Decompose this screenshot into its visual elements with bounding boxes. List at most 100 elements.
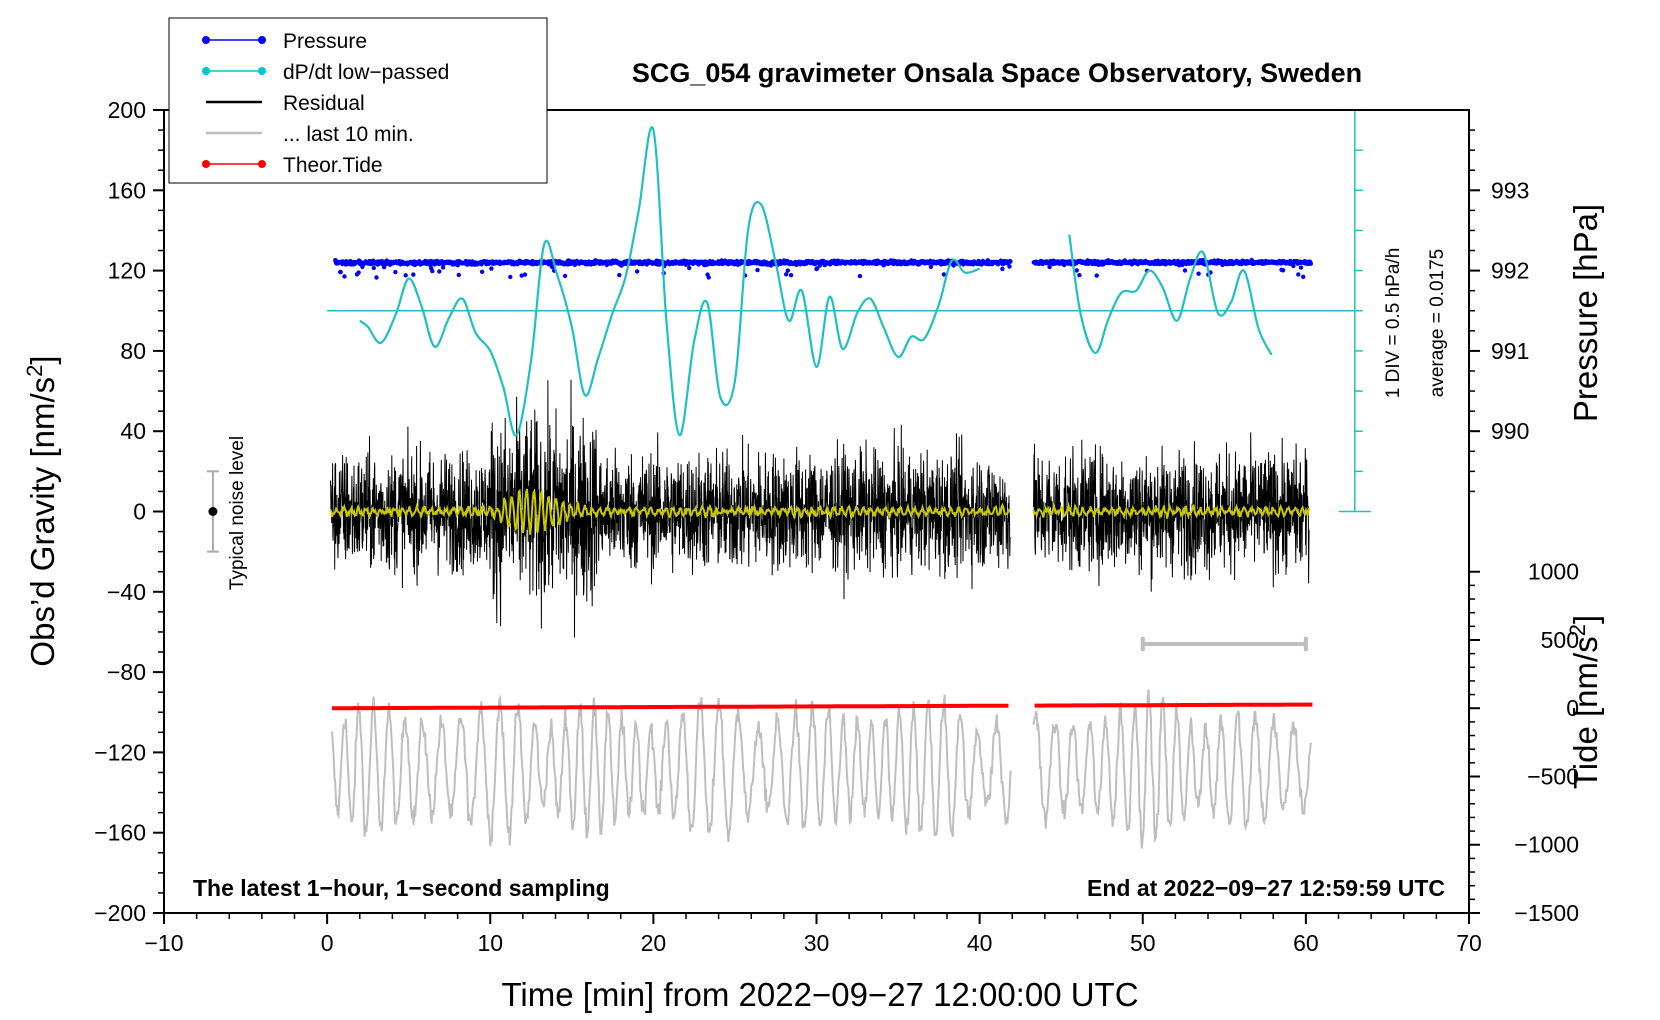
pressure-axis-title: Pressure [hPa] [1567, 204, 1604, 422]
x-tick-label: 40 [967, 930, 993, 956]
pressure-point [928, 264, 934, 270]
pressure-point [1074, 268, 1079, 273]
pressure-point [784, 272, 789, 277]
last10-series-line [331, 689, 1312, 849]
residual-smoothed-line [329, 488, 1311, 535]
pressure-point [440, 265, 446, 270]
pressure-point [617, 272, 622, 278]
pressure-point [522, 272, 528, 277]
pressure-point [1007, 264, 1012, 269]
chart-title: SCG_054 gravimeter Onsala Space Observat… [632, 58, 1362, 88]
tide-series-line [332, 702, 1313, 711]
y-tick-label: −160 [94, 820, 146, 846]
data-layer [206, 110, 1371, 849]
pressure-point [519, 273, 524, 278]
pressure-point [356, 270, 361, 275]
pressure-point [1047, 264, 1052, 270]
x-tick-label: 70 [1456, 930, 1482, 956]
x-axis-title: Time [min] from 2022−09−27 12:00:00 UTC [501, 976, 1138, 1013]
tide-tick-label: −500 [1527, 763, 1579, 789]
pressure-point [562, 273, 568, 279]
pressure-point [374, 275, 379, 280]
pressure-point [338, 269, 343, 275]
pressure-point [1000, 266, 1005, 272]
dpdt-average-label: average = 0.0175 [1427, 249, 1448, 397]
pressure-point [1196, 271, 1201, 276]
x-tick-label: 30 [804, 930, 830, 956]
legend-marker [202, 36, 210, 44]
pressure-point [456, 272, 461, 278]
legend-label: ... last 10 min. [283, 123, 414, 146]
legend-box [168, 17, 548, 184]
y-tick-label: 200 [108, 97, 146, 123]
tide-tick-label: 0 [1566, 695, 1579, 721]
pressure-point [706, 275, 711, 280]
dpdt-scale-label: 1 DIV = 0.5 hPa/h [1383, 248, 1404, 399]
legend: Pressure dP/dt low−passed Residual ... last… [168, 17, 548, 184]
y-tick-label: 0 [133, 499, 146, 525]
legend-label: Residual [283, 92, 365, 115]
x-tick-label: 50 [1130, 930, 1156, 956]
pressure-point [381, 264, 387, 270]
legend-marker [258, 36, 266, 44]
x-tick-label: −10 [144, 930, 183, 956]
pressure-point [755, 267, 760, 273]
pressure-point [479, 269, 485, 274]
y-axis-title-left-sup: 2 [22, 365, 47, 377]
pressure-tick-label: 991 [1491, 338, 1529, 364]
pressure-point [788, 273, 794, 278]
legend-marker [258, 160, 266, 168]
dpdt-series-line [1068, 234, 1273, 356]
legend-label: Pressure [283, 30, 367, 53]
pressure-point [1308, 261, 1314, 266]
noise-level-label: Typical noise level [227, 436, 248, 590]
pressure-point [371, 265, 376, 271]
tide-axis-title: Tide [nm/s2] [1565, 615, 1604, 789]
pressure-point [1008, 259, 1013, 264]
pressure-point [549, 264, 555, 270]
x-tick-label: 20 [641, 930, 667, 956]
pressure-point [1296, 272, 1301, 277]
y-tick-label: −120 [94, 739, 146, 765]
y-tick-label: 40 [120, 418, 146, 444]
pressure-point [1291, 263, 1296, 269]
y-tick-label: −40 [107, 579, 146, 605]
y-tick-label: 80 [120, 338, 146, 364]
pressure-tick-label: 990 [1491, 418, 1529, 444]
footer-right-text: End at 2022−09−27 12:59:59 UTC [1087, 875, 1445, 901]
pressure-point [1280, 268, 1286, 273]
x-tick-label: 60 [1293, 930, 1319, 956]
x-tick-label: 10 [477, 930, 503, 956]
legend-marker [202, 160, 210, 168]
pressure-point [393, 269, 398, 275]
pressure-point [403, 273, 408, 278]
pressure-point [687, 265, 692, 271]
axis-layer: −10 0 10 20 30 40 50 60 70 200 160 120 80 40 0 −40 −80 −1… [94, 97, 1579, 956]
y-tick-label: 160 [108, 177, 146, 203]
tide-axis-title-sup: 2 [1565, 624, 1590, 636]
pressure-point [814, 266, 820, 271]
legend-marker [258, 67, 266, 75]
pressure-point [1301, 274, 1306, 279]
legend-label: dP/dt low−passed [283, 61, 449, 84]
pressure-point [489, 266, 494, 271]
pressure-point [437, 269, 442, 274]
tide-tick-label: 500 [1541, 627, 1579, 653]
pressure-point [508, 274, 513, 280]
y-tick-label: 120 [108, 258, 146, 284]
tide-tick-label: 1000 [1528, 559, 1579, 585]
pressure-point [1298, 265, 1304, 270]
pressure-tick-label: 993 [1491, 177, 1529, 203]
pressure-point [1077, 273, 1082, 278]
pressure-point [857, 273, 863, 279]
y-axis-title-left: Obs’d Gravity [nm/s2] [22, 355, 61, 666]
x-tick-label: 0 [321, 930, 334, 956]
pressure-point [1182, 268, 1188, 273]
pressure-point [342, 274, 347, 279]
legend-marker [202, 67, 210, 75]
pressure-series [333, 257, 1314, 280]
pressure-point [411, 272, 416, 277]
y-tick-label: −80 [107, 659, 146, 685]
tide-series [332, 702, 1313, 711]
